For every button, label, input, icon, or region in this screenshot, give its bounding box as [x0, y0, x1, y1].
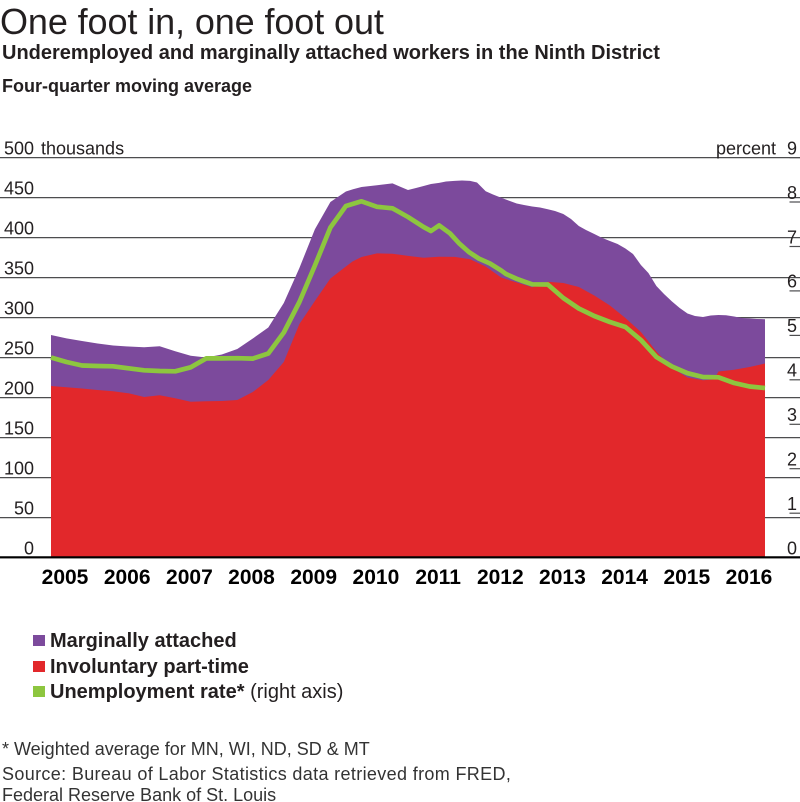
svg-text:9: 9 [787, 138, 797, 158]
svg-text:2016: 2016 [726, 566, 773, 589]
svg-text:450: 450 [4, 178, 34, 198]
svg-text:1: 1 [787, 494, 797, 514]
svg-text:200: 200 [4, 378, 34, 398]
svg-text:350: 350 [4, 258, 34, 278]
svg-text:2009: 2009 [290, 566, 337, 589]
svg-text:2007: 2007 [166, 566, 213, 589]
svg-text:2005: 2005 [42, 566, 89, 589]
svg-text:4: 4 [787, 361, 797, 381]
svg-text:100: 100 [4, 458, 34, 478]
svg-text:0: 0 [24, 538, 34, 558]
svg-text:150: 150 [4, 418, 34, 438]
svg-text:2015: 2015 [663, 566, 710, 589]
svg-text:7: 7 [787, 227, 797, 247]
svg-text:50: 50 [14, 498, 34, 518]
svg-text:250: 250 [4, 338, 34, 358]
svg-text:3: 3 [787, 405, 797, 425]
svg-text:2: 2 [787, 450, 797, 470]
svg-text:thousands: thousands [41, 138, 124, 158]
svg-text:2010: 2010 [353, 566, 400, 589]
svg-text:6: 6 [787, 272, 797, 292]
svg-text:2008: 2008 [228, 566, 275, 589]
svg-text:300: 300 [4, 298, 34, 318]
svg-text:0: 0 [787, 538, 797, 558]
svg-text:2012: 2012 [477, 566, 524, 589]
svg-text:2006: 2006 [104, 566, 151, 589]
svg-text:2013: 2013 [539, 566, 586, 589]
svg-text:5: 5 [787, 316, 797, 336]
svg-text:400: 400 [4, 218, 34, 238]
svg-text:500: 500 [4, 138, 34, 158]
svg-text:percent: percent [716, 138, 776, 158]
svg-text:2011: 2011 [415, 566, 461, 589]
svg-text:8: 8 [787, 183, 797, 203]
svg-text:2014: 2014 [601, 566, 648, 589]
